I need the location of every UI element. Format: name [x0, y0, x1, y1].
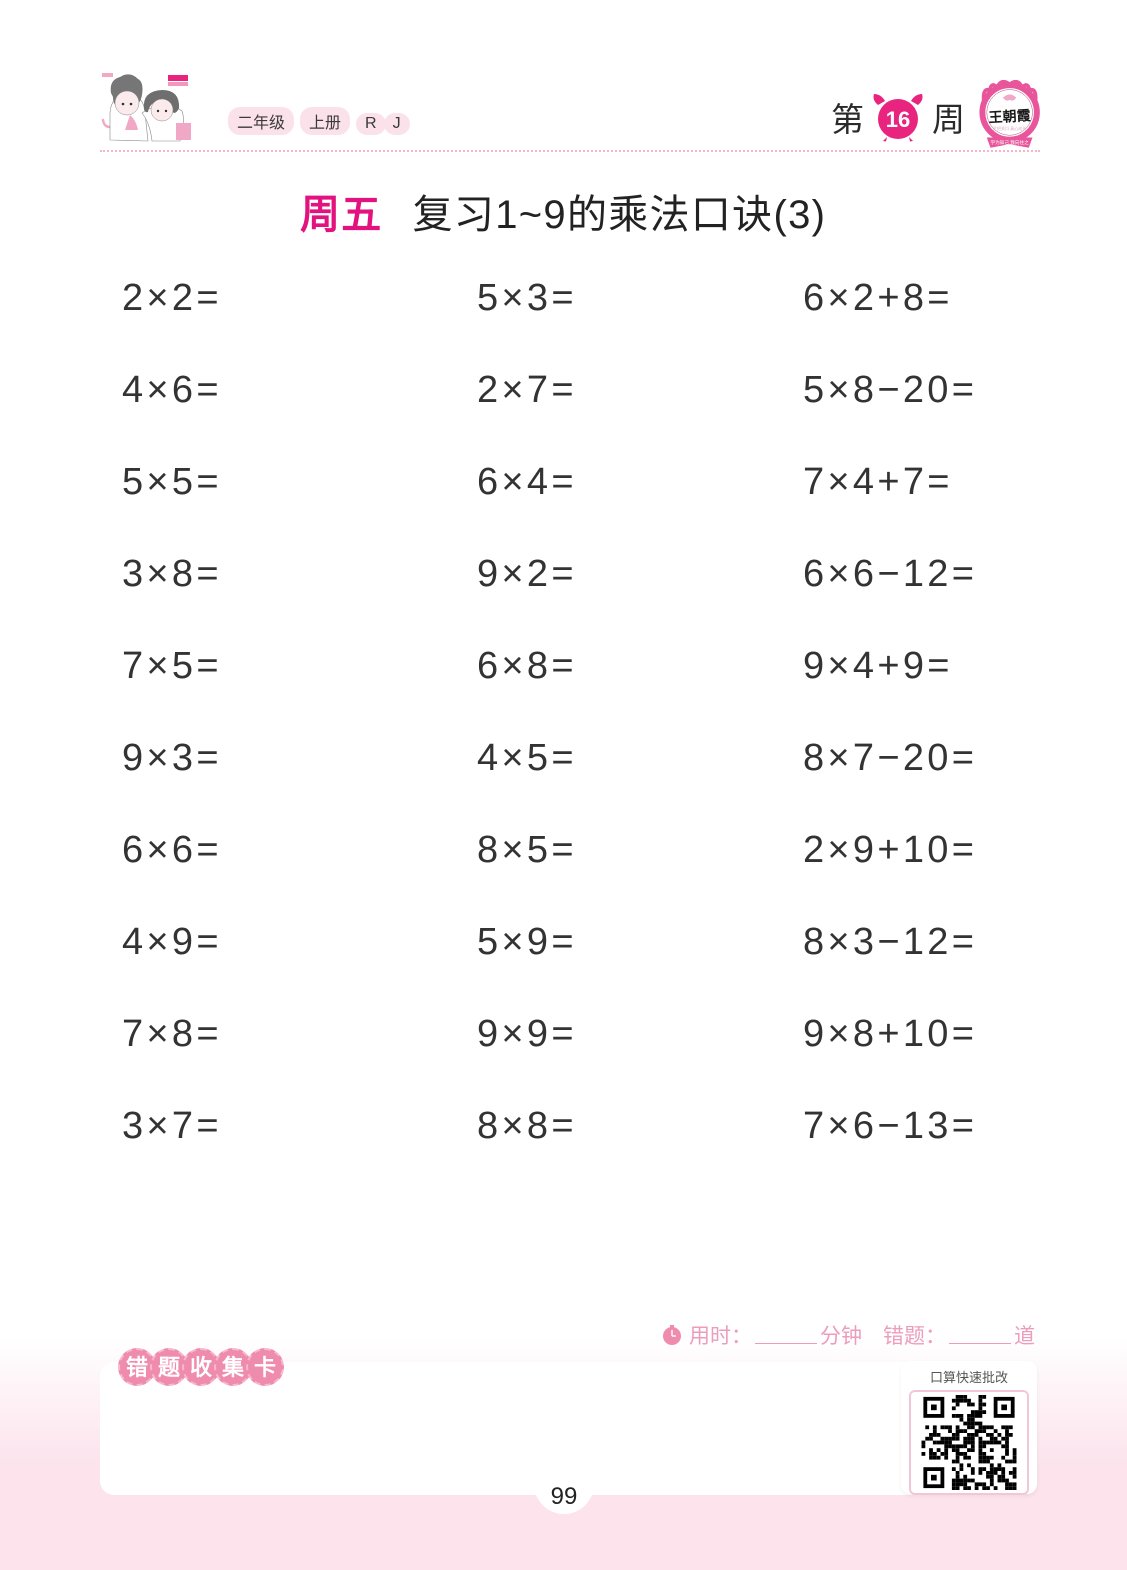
svg-text:16: 16 [886, 107, 910, 132]
svg-text:学为知己 我向往之: 学为知己 我向往之 [990, 139, 1029, 146]
svg-text:严把关口 真心成长: 严把关口 真心成长 [993, 125, 1027, 131]
